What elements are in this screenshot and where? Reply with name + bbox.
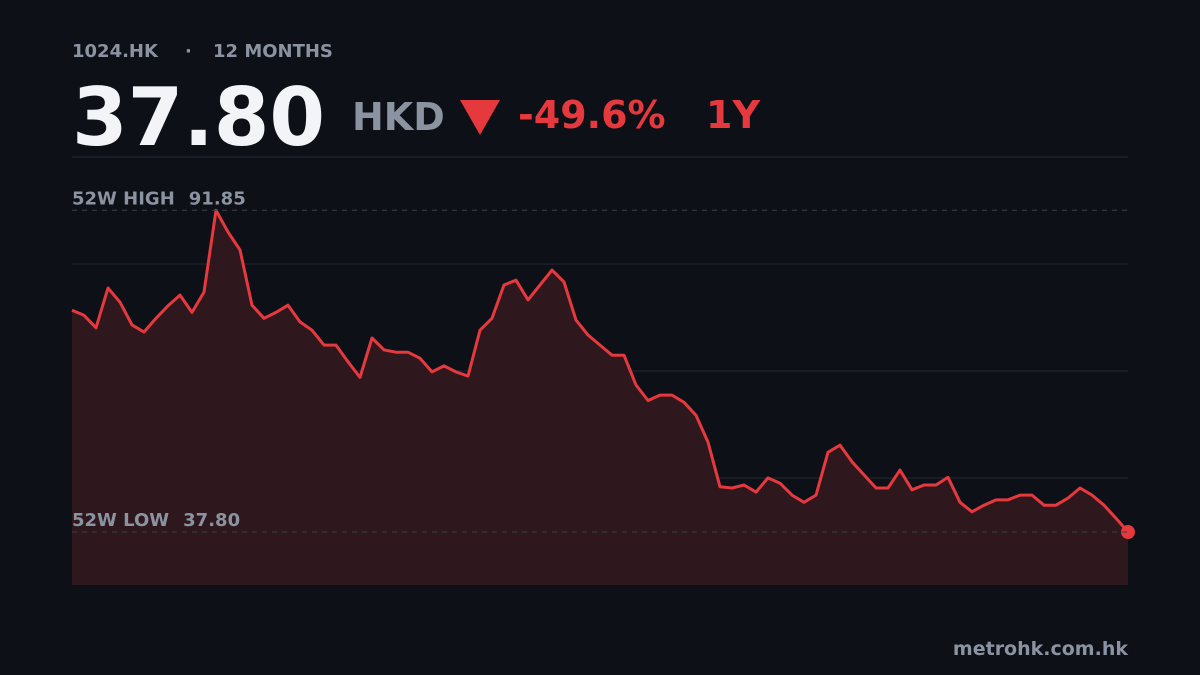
price-line [71,208,1130,533]
period: 12 MONTHS [213,41,333,62]
low-label: 52W LOW [72,510,169,531]
last-point [1121,525,1135,540]
currency: HKD [352,95,445,139]
range: 1Y [706,93,760,137]
ticker: 1024.HK [72,41,159,62]
change: -49.6% [518,93,666,137]
high-label: 52W HIGH [72,188,175,209]
high-value: 91.85 [189,188,246,209]
down-arrow [460,100,500,135]
source: metrohk.com.hk [953,638,1128,660]
low-value: 37.80 [183,510,240,531]
area-fill [72,210,1128,586]
separator: · [185,41,192,62]
price: 37.80 [72,71,325,164]
